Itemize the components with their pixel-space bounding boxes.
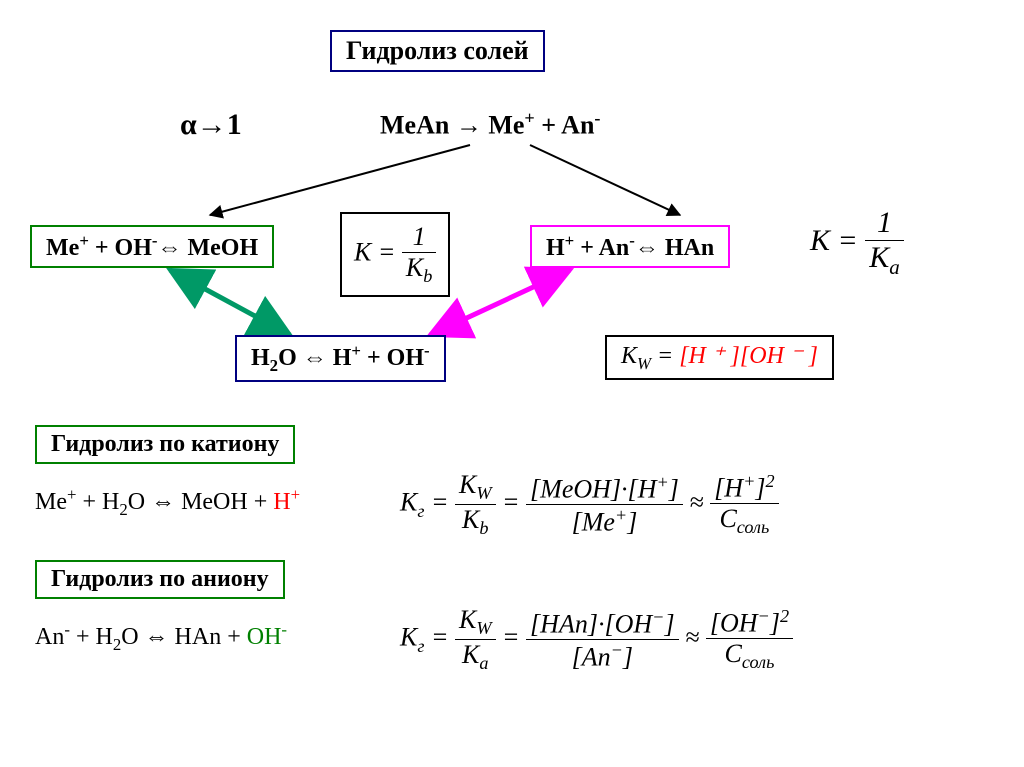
anion-hydrolysis-formula: Kг = KW Ka = [HAn]·[OH−] [An−] ≈ [OH−]2 … bbox=[400, 605, 793, 674]
f2-den: [Me+] bbox=[526, 505, 683, 538]
f3-num: [H+]2 bbox=[710, 471, 778, 505]
kg-sub: г bbox=[417, 636, 424, 656]
f1-den-var: K bbox=[462, 640, 479, 669]
f3-den-sub: соль bbox=[742, 653, 774, 673]
kw-h-term: [H ⁺ ] bbox=[679, 343, 740, 369]
f1-den-sub: a bbox=[479, 653, 488, 673]
split-arrow-left bbox=[210, 145, 470, 215]
split-arrow-right bbox=[530, 145, 680, 215]
f1-den-sub: b bbox=[479, 518, 488, 538]
f1-num-sub: W bbox=[476, 483, 491, 503]
f1-num-sub: W bbox=[476, 618, 491, 638]
frac-den-sub: b bbox=[423, 266, 432, 286]
kg-var: K bbox=[400, 488, 417, 517]
water-equilibrium: H2O ⇔ H+ + OH- bbox=[235, 335, 446, 382]
f3-num: [OH−]2 bbox=[706, 606, 793, 640]
kw-oh-term: [OH ⁻ ] bbox=[740, 343, 818, 369]
kw-sub: W bbox=[637, 354, 651, 373]
alpha-expression: α→1 bbox=[180, 108, 242, 142]
anion-hydrolysis-title: Гидролиз по аниону bbox=[35, 560, 285, 599]
title-box: Гидролиз солей bbox=[330, 30, 545, 72]
anion-hydrolysis-equation: An- + H2O ⇔ HAn + OH- bbox=[35, 620, 287, 655]
kw-formula: KW = [H ⁺ ][OH ⁻ ] bbox=[605, 335, 834, 380]
cation-hydrolysis-formula: Kг = KW Kb = [MeOH]·[H+] [Me+] ≈ [H+]2 C… bbox=[400, 470, 779, 539]
mean-dissociation: MeAn → Me+ + An- bbox=[380, 108, 600, 141]
frac-num: 1 bbox=[402, 222, 436, 253]
f3-den-var: C bbox=[719, 504, 736, 533]
f3-den-sub: соль bbox=[737, 518, 769, 538]
cation-hydrolysis-equation: Me+ + H2O ⇔ MeOH + H+ bbox=[35, 485, 300, 520]
f2-num: [HAn]·[OH−] bbox=[526, 607, 679, 641]
f1-num-var: K bbox=[459, 605, 476, 634]
f1-num-var: K bbox=[459, 470, 476, 499]
f2-den: [An−] bbox=[526, 640, 679, 673]
magenta-double-arrow bbox=[430, 270, 570, 335]
f2-num: [MeOH]·[H+] bbox=[526, 472, 683, 506]
kg-var: K bbox=[400, 623, 417, 652]
k-var: K bbox=[354, 238, 371, 267]
frac-den-sub: a bbox=[889, 255, 900, 279]
k-var: K bbox=[810, 224, 830, 257]
han-equilibrium: H+ + An-⇔ HAn bbox=[530, 225, 730, 268]
cation-hydrolysis-title: Гидролиз по катиону bbox=[35, 425, 295, 464]
kg-sub: г bbox=[417, 501, 424, 521]
k-ka-formula: K = 1 Ka bbox=[810, 206, 904, 280]
green-double-arrow bbox=[170, 270, 290, 335]
kw-var: K bbox=[621, 343, 637, 369]
frac-den-var: K bbox=[406, 253, 423, 282]
k-kb-formula: K = 1 Kb bbox=[340, 212, 450, 297]
frac-den-var: K bbox=[869, 241, 889, 274]
frac-num: 1 bbox=[865, 206, 904, 241]
meoh-equilibrium: Me+ + OH-⇔ MeOH bbox=[30, 225, 274, 268]
f3-den-var: C bbox=[725, 639, 742, 668]
f1-den-var: K bbox=[462, 505, 479, 534]
